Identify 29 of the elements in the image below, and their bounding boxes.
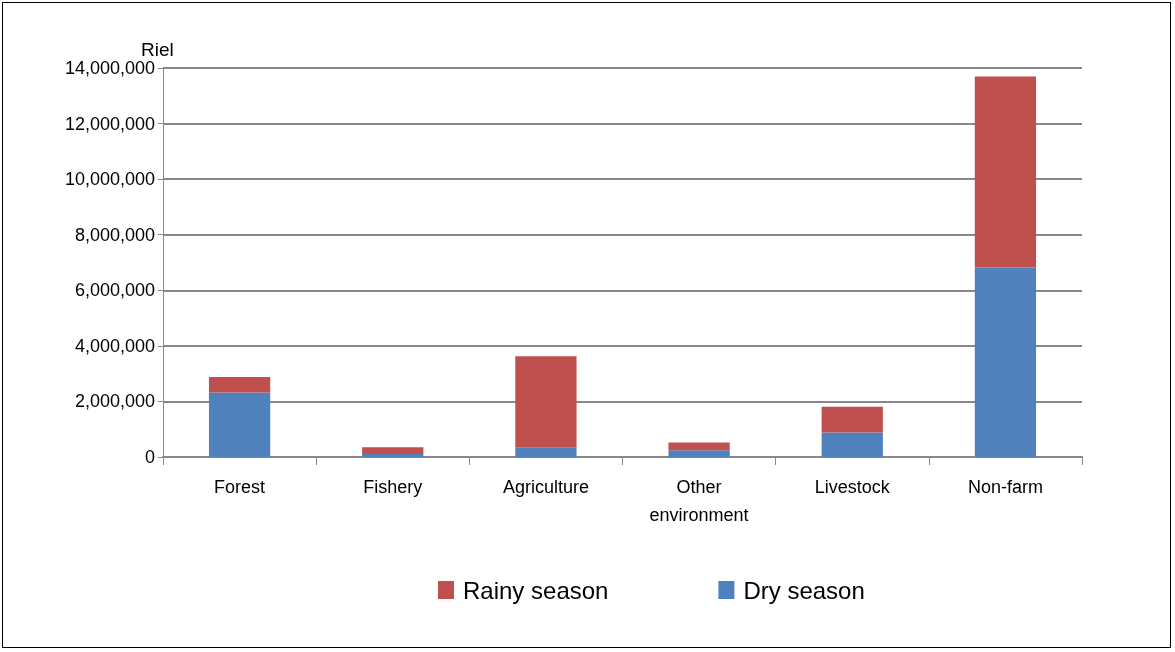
bar — [974, 76, 1037, 268]
y-axis-title: Riel — [141, 39, 174, 61]
y-tick-label: 6,000,000 — [74, 280, 155, 301]
bar — [821, 406, 883, 433]
x-tick-label: Non-farm — [967, 477, 1043, 497]
bar — [362, 447, 424, 454]
bar — [515, 447, 577, 457]
bar — [362, 453, 424, 457]
x-tick-label: Fishery — [363, 477, 423, 497]
x-tick-label: Forest — [214, 477, 266, 497]
y-tick-label: 2,000,000 — [74, 391, 155, 412]
y-tick-label: 12,000,000 — [64, 113, 155, 134]
legend-label: Dry season — [743, 576, 865, 604]
bar — [208, 376, 271, 393]
y-tick-label: 8,000,000 — [74, 224, 155, 245]
y-tick-label: 14,000,000 — [64, 58, 155, 78]
y-tick-label: 0 — [144, 447, 155, 467]
bar — [974, 267, 1037, 457]
bar — [515, 356, 577, 448]
x-tick-label: Other environment — [649, 477, 749, 525]
legend-label: Rainy season — [463, 576, 609, 604]
x-tick-label: Livestock — [814, 477, 891, 497]
bar — [821, 432, 883, 457]
x-tick-label: Agriculture — [502, 477, 589, 497]
bar — [208, 392, 271, 457]
y-tick-label: 4,000,000 — [74, 335, 155, 356]
y-tick-label: 10,000,000 — [64, 169, 155, 190]
bar — [668, 450, 730, 457]
bar — [668, 442, 730, 451]
